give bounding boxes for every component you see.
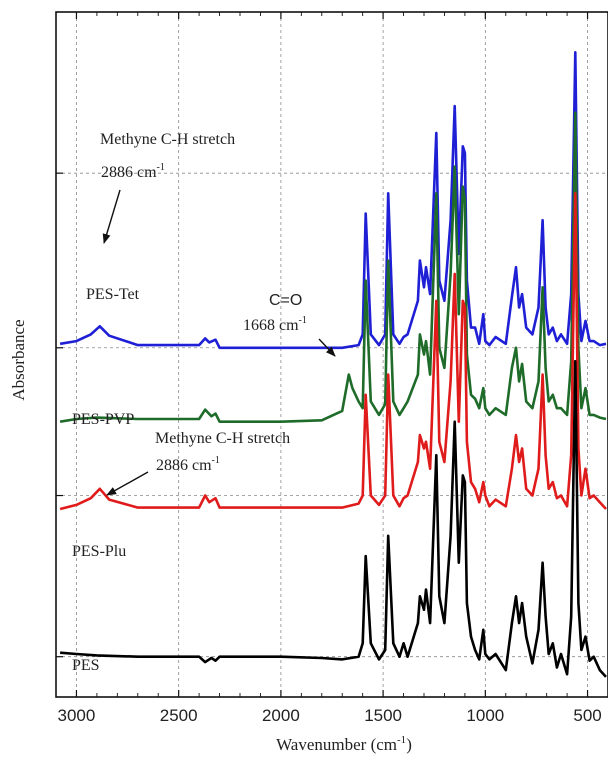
x-tick-label: 2500 (160, 706, 198, 725)
plot-frame (55, 11, 608, 698)
x-tick-label: 2000 (262, 706, 300, 725)
series-label-pes-pvp: PES-PVP (72, 411, 134, 428)
annotation-plu-line1: Methyne C-H stretch (155, 430, 290, 447)
x-tick-label: 500 (573, 706, 601, 725)
annotation-plu-line2: 2886 cm-1 (156, 455, 220, 474)
x-tick-label: 1500 (364, 706, 402, 725)
annotation-tet-line2: 2886 cm-1 (101, 162, 165, 181)
series-line-pes-plu (59, 192, 607, 511)
axis-ticks: 3000 2500 2000 1500 1000 500 (56, 12, 602, 725)
x-axis-title: Wavenumber (cm-1) (276, 734, 412, 754)
annotation-tet-arrow (102, 189, 121, 244)
grid-lines (56, 12, 608, 697)
series-line-pes-tet (59, 50, 607, 350)
annotation-pvp-arrow (318, 338, 336, 357)
series-label-pes-tet: PES-Tet (86, 286, 140, 303)
x-tick-label: 1000 (466, 706, 504, 725)
series-line-pes (59, 359, 607, 678)
series-line-pes-pvp (59, 111, 607, 424)
series-layer (59, 50, 607, 678)
annotation-plu-arrow (106, 471, 149, 496)
annotation-pvp-line2: 1668 cm-1 (243, 315, 307, 334)
y-axis-title: Absorbance (9, 319, 28, 400)
x-tick-label: 3000 (58, 706, 96, 725)
annotation-tet-line1: Methyne C-H stretch (100, 131, 235, 148)
series-label-pes-plu: PES-Plu (72, 543, 126, 560)
series-label-pes: PES (72, 657, 100, 674)
annotation-pvp-line1: C=O (269, 292, 302, 309)
